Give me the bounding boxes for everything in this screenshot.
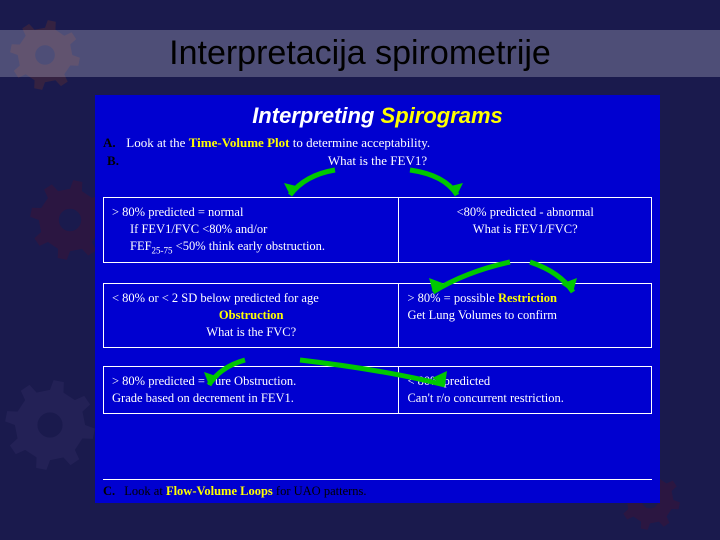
box-restriction: > 80% = possible Restriction Get Lung Vo… <box>399 283 652 348</box>
step-c-highlight: Flow-Volume Loops <box>166 484 273 498</box>
r2l-l2hl: Obstruction <box>219 308 284 322</box>
step-c-post: for UAO patterns. <box>273 484 367 498</box>
r3r-l2: Can't r/o concurrent restriction. <box>407 390 643 407</box>
slide-heading: Interpreting Spirograms <box>95 95 660 133</box>
r2l-l1: < 80% or < 2 SD below predicted for age <box>112 290 390 307</box>
flowchart-slide: Interpreting Spirograms A. Look at the T… <box>95 95 660 503</box>
r1l-l3: FEF25-75 <50% think early obstruction. <box>112 238 390 257</box>
step-b: B. What is the FEV1? <box>103 153 652 169</box>
heading-part1: Interpreting <box>252 103 380 128</box>
box-fev1-abnormal: <80% predicted - abnormal What is FEV1/F… <box>399 197 652 263</box>
step-c-label: C. <box>103 484 115 498</box>
r2r-l2: Get Lung Volumes to confirm <box>407 307 643 324</box>
r1r-l2: What is FEV1/FVC? <box>407 221 643 238</box>
r1l-l1: > 80% predicted = normal <box>112 204 390 221</box>
step-c: C. Look at Flow-Volume Loops for UAO pat… <box>103 479 652 499</box>
box-concurrent-restriction: < 80% predicted Can't r/o concurrent res… <box>399 366 652 414</box>
row-1: > 80% predicted = normal If FEV1/FVC <80… <box>103 197 652 263</box>
step-c-pre: Look at <box>124 484 166 498</box>
r1l-l3b: <50% think early obstruction. <box>173 239 326 253</box>
step-a-highlight: Time-Volume Plot <box>189 135 290 150</box>
step-a-post: to determine acceptability. <box>289 135 430 150</box>
r1l-l2: If FEV1/FVC <80% and/or <box>112 221 390 238</box>
box-fev1-normal: > 80% predicted = normal If FEV1/FVC <80… <box>103 197 399 263</box>
box-obstruction: < 80% or < 2 SD below predicted for age … <box>103 283 399 348</box>
r1l-l3a: FEF <box>130 239 152 253</box>
row-3: > 80% predicted = Pure Obstruction. Grad… <box>103 366 652 414</box>
r2r-l1hl: Restriction <box>498 291 557 305</box>
gear-icon <box>5 380 95 475</box>
r2l-l2: Obstruction <box>112 307 390 324</box>
box-pure-obstruction: > 80% predicted = Pure Obstruction. Grad… <box>103 366 399 414</box>
row-2: < 80% or < 2 SD below predicted for age … <box>103 283 652 348</box>
page-title: Interpretacija spirometrije <box>0 30 720 77</box>
r3r-l1: < 80% predicted <box>407 373 643 390</box>
r3l-l1: > 80% predicted = Pure Obstruction. <box>112 373 390 390</box>
r2r-l1: > 80% = possible Restriction <box>407 290 643 307</box>
r2l-l3: What is the FVC? <box>112 324 390 341</box>
heading-part2: Spirograms <box>381 103 503 128</box>
step-a-pre: Look at the <box>126 135 188 150</box>
r1l-l3sub: 25-75 <box>152 245 173 255</box>
r2r-l1a: > 80% = possible <box>407 291 498 305</box>
r1r-l1: <80% predicted - abnormal <box>407 204 643 221</box>
step-a: A. Look at the Time-Volume Plot to deter… <box>103 135 652 151</box>
step-a-label: A. <box>103 135 123 151</box>
slide-body: A. Look at the Time-Volume Plot to deter… <box>95 135 660 414</box>
step-b-label: B. <box>103 153 123 169</box>
r3l-l2: Grade based on decrement in FEV1. <box>112 390 390 407</box>
step-b-text: What is the FEV1? <box>328 153 427 168</box>
